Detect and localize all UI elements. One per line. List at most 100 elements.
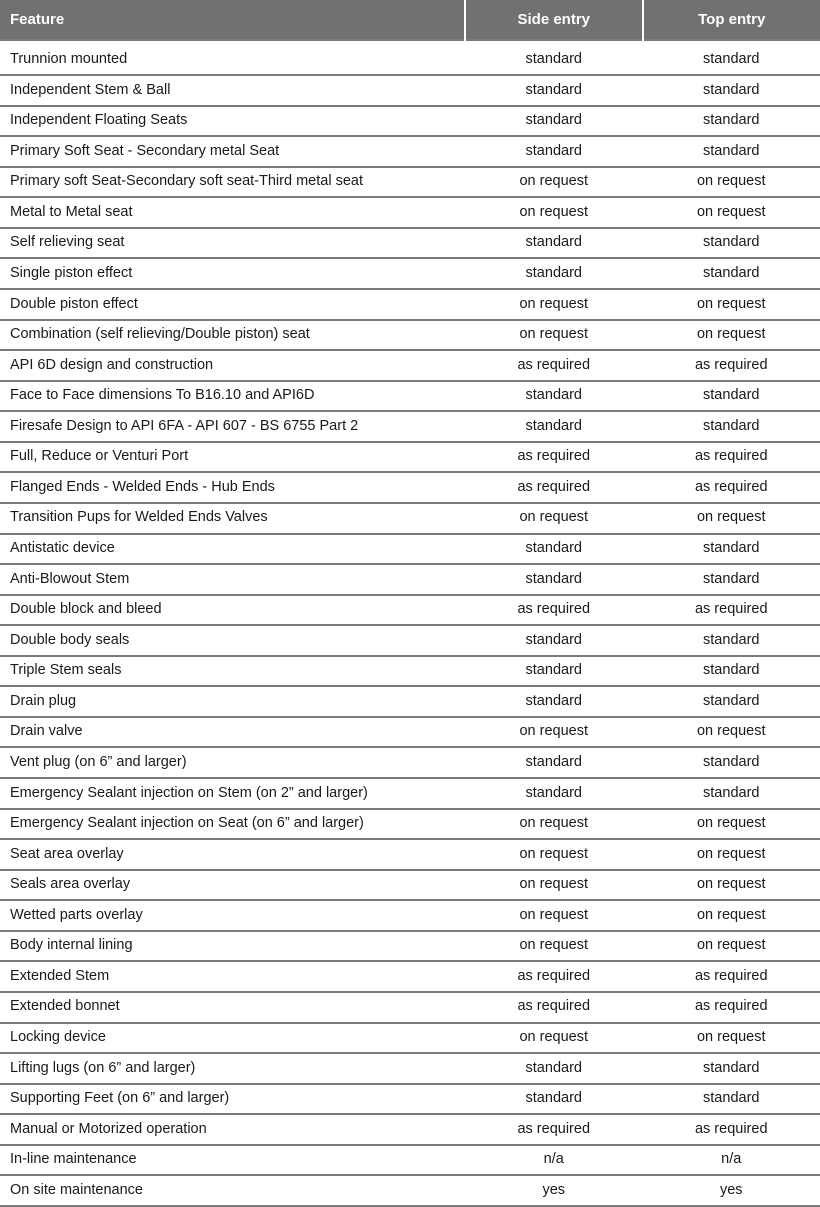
top-entry-cell: on request (643, 870, 820, 901)
top-entry-cell: on request (643, 900, 820, 931)
feature-cell: Anti-Blowout Stem (0, 564, 465, 595)
top-entry-cell: on request (643, 809, 820, 840)
top-entry-cell: on request (643, 320, 820, 351)
table-row: Extended bonnetas requiredas required (0, 992, 820, 1023)
feature-cell: Drain plug (0, 686, 465, 717)
side-entry-cell: on request (465, 289, 643, 320)
table-row: Primary soft Seat-Secondary soft seat-Th… (0, 167, 820, 198)
table-row: Single piston effectstandardstandard (0, 258, 820, 289)
table-row: Double block and bleedas requiredas requ… (0, 595, 820, 626)
side-entry-cell: standard (465, 258, 643, 289)
table-row: Emergency Sealant injection on Stem (on … (0, 778, 820, 809)
side-entry-cell: standard (465, 656, 643, 687)
top-entry-cell: as required (643, 1114, 820, 1145)
top-entry-cell: standard (643, 40, 820, 75)
feature-cell: On site maintenance (0, 1175, 465, 1206)
top-entry-cell: as required (643, 961, 820, 992)
side-entry-cell: on request (465, 809, 643, 840)
top-entry-cell: standard (643, 228, 820, 259)
side-entry-cell: on request (465, 197, 643, 228)
side-entry-cell: on request (465, 167, 643, 198)
top-entry-cell: standard (643, 625, 820, 656)
feature-table: Feature Side entry Top entry Trunnion mo… (0, 0, 820, 1207)
top-entry-cell: standard (643, 1053, 820, 1084)
feature-cell: Emergency Sealant injection on Stem (on … (0, 778, 465, 809)
top-entry-cell: n/a (643, 1145, 820, 1176)
top-entry-cell: standard (643, 778, 820, 809)
top-entry-cell: on request (643, 1023, 820, 1054)
top-entry-cell: on request (643, 931, 820, 962)
table-row: Seals area overlayon requeston request (0, 870, 820, 901)
table-row: Vent plug (on 6” and larger)standardstan… (0, 747, 820, 778)
table-row: Locking deviceon requeston request (0, 1023, 820, 1054)
feature-cell: Primary Soft Seat - Secondary metal Seat (0, 136, 465, 167)
feature-cell: Triple Stem seals (0, 656, 465, 687)
feature-cell: Vent plug (on 6” and larger) (0, 747, 465, 778)
table-row: Lifting lugs (on 6” and larger)standards… (0, 1053, 820, 1084)
top-entry-cell: standard (643, 381, 820, 412)
side-entry-cell: on request (465, 900, 643, 931)
table-row: Metal to Metal seaton requeston request (0, 197, 820, 228)
side-entry-cell: standard (465, 75, 643, 106)
side-entry-cell: n/a (465, 1145, 643, 1176)
table-row: Seat area overlayon requeston request (0, 839, 820, 870)
side-entry-cell: on request (465, 717, 643, 748)
side-entry-cell: standard (465, 1084, 643, 1115)
side-entry-cell: on request (465, 839, 643, 870)
side-entry-cell: on request (465, 931, 643, 962)
side-entry-cell: standard (465, 747, 643, 778)
top-entry-cell: standard (643, 75, 820, 106)
feature-cell: Drain valve (0, 717, 465, 748)
feature-cell: Single piston effect (0, 258, 465, 289)
top-entry-cell: as required (643, 350, 820, 381)
side-entry-cell: standard (465, 106, 643, 137)
table-body: Trunnion mountedstandardstandardIndepend… (0, 40, 820, 1206)
feature-cell: Wetted parts overlay (0, 900, 465, 931)
table-row: Anti-Blowout Stemstandardstandard (0, 564, 820, 595)
table-row: Full, Reduce or Venturi Portas requireda… (0, 442, 820, 473)
feature-cell: Metal to Metal seat (0, 197, 465, 228)
side-entry-cell: standard (465, 381, 643, 412)
table-row: Firesafe Design to API 6FA - API 607 - B… (0, 411, 820, 442)
table-row: In-line maintenancen/an/a (0, 1145, 820, 1176)
side-entry-cell: standard (465, 686, 643, 717)
col-header-top-entry: Top entry (643, 0, 820, 40)
top-entry-cell: as required (643, 992, 820, 1023)
side-entry-cell: yes (465, 1175, 643, 1206)
col-header-feature: Feature (0, 0, 465, 40)
table-row: Supporting Feet (on 6” and larger)standa… (0, 1084, 820, 1115)
table-row: Face to Face dimensions To B16.10 and AP… (0, 381, 820, 412)
feature-cell: Supporting Feet (on 6” and larger) (0, 1084, 465, 1115)
top-entry-cell: standard (643, 1084, 820, 1115)
feature-cell: Combination (self relieving/Double pisto… (0, 320, 465, 351)
feature-cell: Extended bonnet (0, 992, 465, 1023)
top-entry-cell: on request (643, 839, 820, 870)
feature-cell: Lifting lugs (on 6” and larger) (0, 1053, 465, 1084)
feature-cell: Face to Face dimensions To B16.10 and AP… (0, 381, 465, 412)
top-entry-cell: standard (643, 747, 820, 778)
side-entry-cell: as required (465, 961, 643, 992)
side-entry-cell: standard (465, 40, 643, 75)
side-entry-cell: standard (465, 411, 643, 442)
top-entry-cell: on request (643, 197, 820, 228)
feature-cell: Independent Floating Seats (0, 106, 465, 137)
top-entry-cell: as required (643, 442, 820, 473)
table-row: Extended Stemas requiredas required (0, 961, 820, 992)
side-entry-cell: standard (465, 1053, 643, 1084)
table-header: Feature Side entry Top entry (0, 0, 820, 40)
top-entry-cell: yes (643, 1175, 820, 1206)
top-entry-cell: standard (643, 686, 820, 717)
top-entry-cell: as required (643, 472, 820, 503)
feature-cell: Locking device (0, 1023, 465, 1054)
table-row: Double piston effecton requeston request (0, 289, 820, 320)
side-entry-cell: on request (465, 1023, 643, 1054)
table-row: Body internal liningon requeston request (0, 931, 820, 962)
table-row: Flanged Ends - Welded Ends - Hub Endsas … (0, 472, 820, 503)
side-entry-cell: as required (465, 472, 643, 503)
table-row: Manual or Motorized operationas required… (0, 1114, 820, 1145)
feature-cell: Antistatic device (0, 534, 465, 565)
table-row: Combination (self relieving/Double pisto… (0, 320, 820, 351)
top-entry-cell: on request (643, 717, 820, 748)
feature-cell: Double block and bleed (0, 595, 465, 626)
top-entry-cell: standard (643, 258, 820, 289)
